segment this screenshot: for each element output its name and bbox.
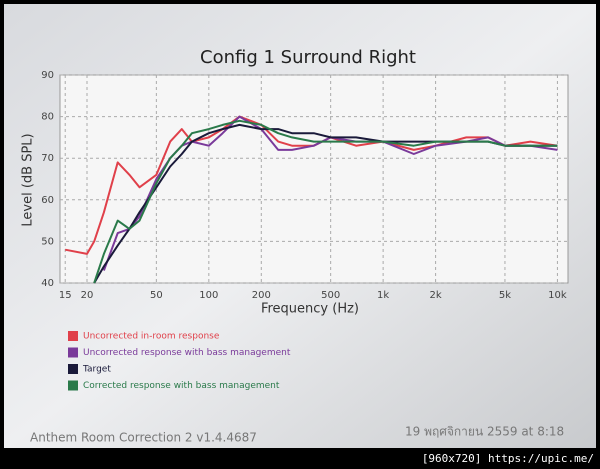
x-tick-label: 15 — [59, 290, 72, 301]
footer-left: Anthem Room Correction 2 v1.4.4687 — [30, 431, 257, 445]
x-tick-label: 200 — [252, 290, 271, 301]
plot-area — [59, 74, 569, 284]
legend-label: Corrected response with bass management — [83, 381, 280, 391]
y-tick-label: 60 — [41, 195, 54, 206]
x-axis-label: Frequency (Hz) — [261, 302, 359, 317]
legend-label: Uncorrected in-room response — [83, 332, 220, 342]
footer-right: 19 พฤศจิกายน 2559 at 8:18 — [405, 425, 564, 439]
legend-swatch — [68, 364, 78, 374]
legend-label: Uncorrected response with bass managemen… — [83, 348, 291, 358]
x-tick-label: 2k — [430, 290, 442, 301]
watermark-bar — [445, 450, 600, 469]
y-axis-label: Level (dB SPL) — [21, 133, 36, 226]
legend-swatch — [68, 380, 78, 391]
x-tick-label: 50 — [150, 290, 163, 301]
chart-title: Config 1 Surround Right — [200, 47, 416, 68]
y-tick-label: 90 — [41, 70, 54, 81]
legend-label: Target — [82, 365, 111, 375]
y-tick-label: 80 — [41, 112, 54, 123]
legend-swatch — [68, 331, 78, 341]
x-tick-label: 20 — [81, 290, 94, 301]
y-tick-label: 40 — [41, 278, 54, 289]
x-tick-label: 10k — [548, 290, 567, 301]
watermark: [960x720] https://upic.me/ — [422, 452, 594, 465]
x-tick-label: 500 — [321, 290, 340, 301]
series-line — [93, 119, 558, 284]
y-tick-label: 70 — [41, 153, 54, 164]
y-tick-label: 50 — [41, 236, 54, 247]
legend-swatch — [68, 347, 78, 358]
x-tick-label: 100 — [199, 290, 218, 301]
x-tick-label: 1k — [377, 290, 389, 301]
x-tick-label: 5k — [499, 290, 511, 301]
